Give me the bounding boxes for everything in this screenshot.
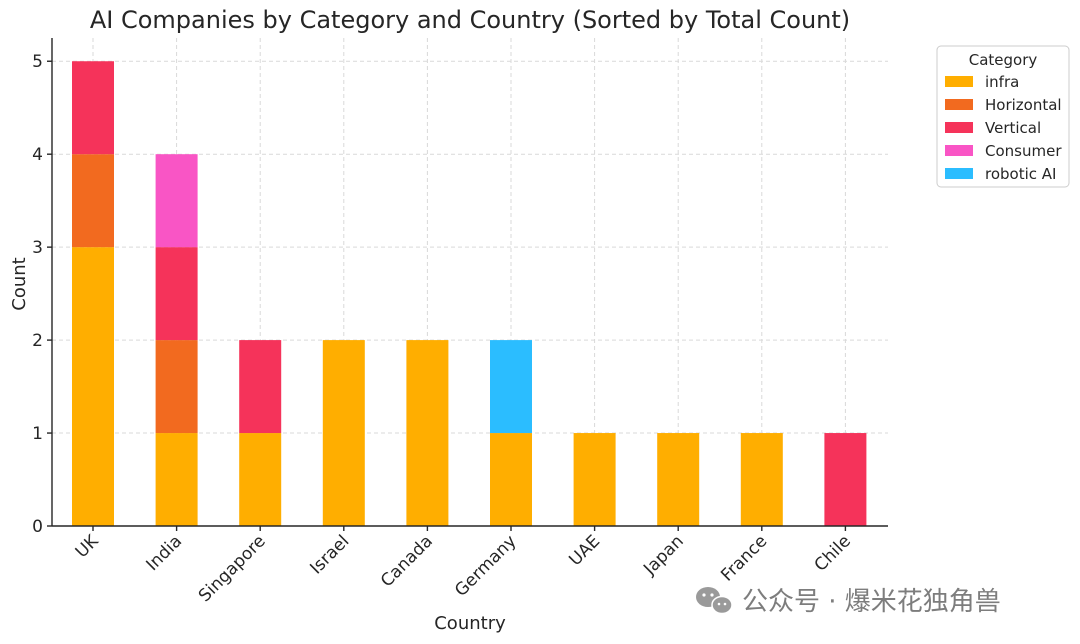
x-tick-label: Singapore [195, 531, 270, 606]
x-tick-label: UAE [565, 531, 604, 570]
legend-label: infra [985, 73, 1019, 91]
y-tick-label: 0 [32, 517, 43, 537]
bar-india-infra [155, 433, 198, 526]
legend-title: Category [969, 51, 1038, 69]
bar-france-infra [740, 433, 783, 526]
bar-uk-infra [72, 247, 114, 526]
bar-india-vertical [155, 247, 198, 341]
legend-items: infra Horizontal Vertical Consumer robotic A… [945, 73, 1062, 183]
y-tick-label: 5 [32, 52, 43, 72]
watermark: 公众号 · 爆米花独角兽 [696, 587, 1001, 617]
legend-label: Consumer [985, 142, 1062, 160]
y-tick-label: 4 [32, 145, 43, 165]
x-tick-label: India [142, 531, 186, 575]
bar-india-horizontal [155, 340, 198, 434]
watermark-text: 公众号 · 爆米花独角兽 [742, 587, 1001, 617]
wechat-icon [696, 587, 733, 615]
legend: Category infra Horizontal Vertical Consumer… [936, 45, 1070, 188]
x-tick-label: Israel [306, 531, 353, 578]
bar-india-consumer [155, 154, 198, 248]
legend-swatch-robotic-ai [945, 168, 973, 179]
x-axis-label: Country [434, 613, 506, 634]
bar-singapore-vertical [239, 340, 282, 434]
y-tick-label: 1 [32, 424, 43, 444]
legend-label: Vertical [985, 119, 1041, 137]
x-tick-label: Chile [811, 531, 855, 575]
axes [47, 38, 888, 531]
bar-uae-infra [573, 433, 616, 526]
y-tick-label: 2 [32, 331, 43, 351]
x-tick-label: Canada [377, 531, 437, 591]
bar-germany-infra [490, 433, 532, 526]
bars [72, 61, 867, 526]
x-tick-label: France [717, 531, 771, 585]
bar-israel-infra [322, 340, 365, 526]
x-tick-label: Germany [451, 531, 520, 600]
bar-japan-infra [657, 433, 700, 526]
legend-swatch-horizontal [945, 99, 973, 110]
legend-swatch-consumer [945, 145, 973, 156]
legend-swatch-infra [945, 76, 973, 87]
legend-swatch-vertical [945, 122, 973, 133]
x-tick-label: Japan [639, 531, 687, 579]
y-axis-label: Count [9, 257, 30, 310]
bar-germany-robotic-ai [490, 340, 532, 434]
bar-uk-horizontal [72, 154, 114, 248]
bar-singapore-infra [239, 433, 282, 526]
y-tick-labels: 0 1 2 3 4 5 [32, 52, 43, 537]
legend-label: Horizontal [985, 96, 1062, 114]
bar-chile-vertical [824, 433, 867, 526]
bar-canada-infra [406, 340, 449, 526]
legend-label: robotic AI [985, 165, 1056, 183]
x-tick-labels: UK India Singapore Israel Canada Germany UAE Ja… [72, 531, 855, 606]
bar-uk-vertical [72, 61, 114, 155]
y-tick-label: 3 [32, 238, 43, 258]
chart-title: AI Companies by Category and Country (So… [90, 6, 850, 34]
x-tick-label: UK [72, 531, 103, 562]
